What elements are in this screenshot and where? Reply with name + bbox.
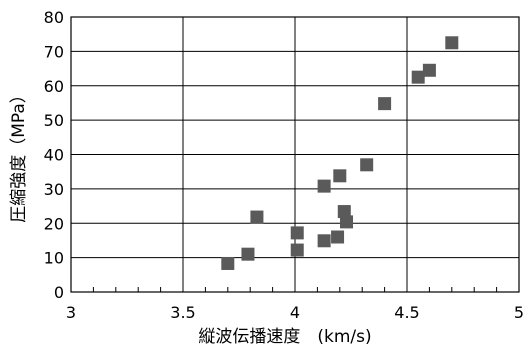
y-tick-label: 60 [44,77,64,96]
data-point [317,179,331,193]
x-tick-labels: 3 3.5 4 4.5 5 [66,303,524,322]
data-point [290,243,304,257]
data-point [340,215,354,229]
x-tick-label: 3.5 [170,303,195,322]
y-tick-label: 10 [44,249,64,268]
y-axis-title: 圧縮強度（MPa） [9,86,29,223]
x-tick-label: 4 [290,303,300,322]
y-tick-label: 50 [44,111,64,130]
x-axis-title: 縦波伝播速度 (km/s) [198,327,371,347]
data-point [337,205,351,219]
data-point [378,97,392,111]
data-point [290,226,304,240]
data-points [221,36,459,270]
data-point [250,210,264,224]
x-tick-label: 3 [66,303,76,322]
data-point [445,36,459,50]
x-tick-label: 4.5 [394,303,419,322]
data-point [331,230,345,244]
minor-ticks [92,287,498,292]
y-tick-label: 0 [54,283,64,302]
y-tick-labels: 0 10 20 30 40 50 60 70 80 [44,8,64,302]
plot-area-frame [70,16,520,293]
grid-lines [71,17,519,292]
data-point [360,158,374,172]
data-point [333,169,347,183]
y-tick-label: 30 [44,180,64,199]
data-point [241,247,255,261]
data-point [221,256,235,270]
x-tick-label: 5 [514,303,524,322]
data-point [411,70,425,84]
data-point [422,63,436,77]
y-tick-label: 70 [44,42,64,61]
y-tick-label: 20 [44,214,64,233]
y-tick-label: 40 [44,146,64,165]
y-tick-label: 80 [44,8,64,27]
data-point [317,234,331,248]
